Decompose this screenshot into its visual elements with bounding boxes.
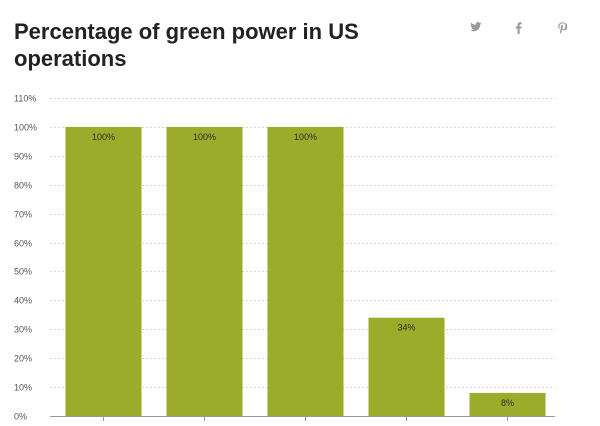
bar-value-label: 8%: [501, 398, 514, 408]
y-tick-label: 50%: [14, 267, 32, 277]
bars: [65, 126, 546, 416]
bar[interactable]: [166, 126, 243, 416]
y-tick-label: 110%: [14, 94, 36, 104]
y-tick-label: 40%: [14, 296, 32, 306]
y-axis: 0% 10% 20% 30% 40% 50% 60% 70% 80% 90% 100% 110%: [14, 94, 555, 422]
y-tick-label: 80%: [14, 181, 32, 191]
bar[interactable]: [267, 126, 344, 416]
bar[interactable]: [65, 126, 142, 416]
bar-value-labels: 100% 100% 100% 34% 8%: [92, 132, 514, 408]
bar[interactable]: [368, 317, 445, 416]
bar-value-label: 34%: [397, 323, 415, 333]
y-tick-label: 100%: [14, 123, 37, 133]
twitter-share-icon[interactable]: [470, 22, 482, 32]
bar-value-label: 100%: [193, 132, 216, 142]
y-tick-label: 0%: [14, 412, 27, 422]
facebook-share-icon[interactable]: [515, 22, 522, 34]
y-tick-label: 20%: [14, 354, 32, 364]
bar-value-label: 100%: [92, 132, 115, 142]
y-tick-label: 60%: [14, 239, 32, 249]
bar-value-label: 100%: [294, 132, 317, 142]
y-tick-label: 30%: [14, 325, 32, 335]
y-tick-label: 70%: [14, 210, 32, 220]
y-tick-label: 10%: [14, 383, 32, 393]
y-tick-label: 90%: [14, 152, 32, 162]
pinterest-share-icon[interactable]: [558, 22, 567, 34]
bar[interactable]: [469, 392, 546, 416]
chart-title: Percentage of green power in US operatio…: [14, 19, 359, 71]
